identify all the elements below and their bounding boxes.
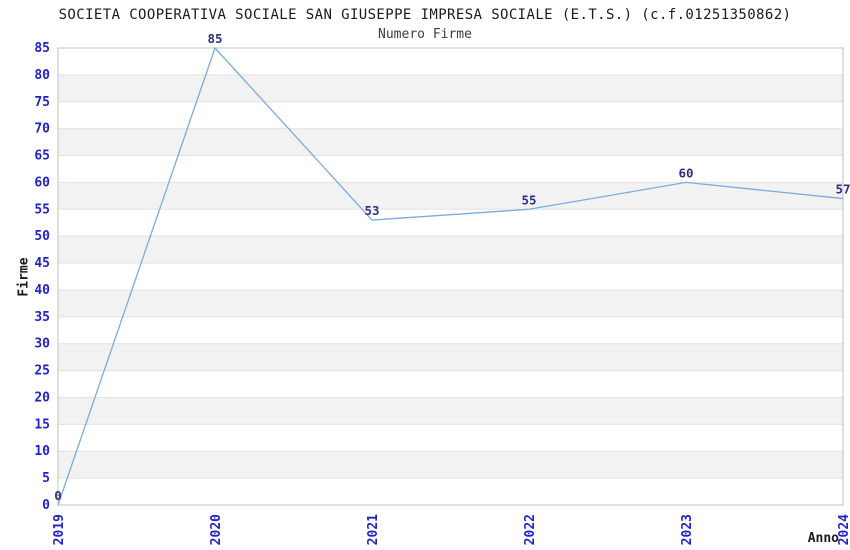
y-tick-label: 80 [34, 68, 50, 83]
x-axis-title: Anno [807, 531, 839, 546]
y-tick-label: 0 [42, 498, 50, 513]
data-label: 85 [207, 31, 222, 46]
plot-band [58, 397, 843, 425]
y-tick-label: 25 [34, 364, 50, 379]
y-tick-label: 15 [34, 417, 50, 432]
plot-band [58, 236, 843, 264]
y-tick-label: 70 [34, 122, 50, 137]
y-tick-label: 35 [34, 310, 50, 325]
y-tick-label: 5 [42, 471, 50, 486]
plot-band [58, 182, 843, 210]
x-tick-label: 2021 [366, 514, 381, 545]
y-tick-label: 85 [34, 41, 50, 56]
x-tick-label: 2022 [523, 514, 538, 545]
data-label: 60 [678, 165, 693, 180]
plot-band [58, 343, 843, 371]
plot-border [57, 47, 844, 506]
data-label: 55 [521, 192, 536, 207]
y-tick-label: 60 [34, 175, 50, 190]
y-tick-label: 30 [34, 337, 50, 352]
y-tick-label: 40 [34, 283, 50, 298]
chart-title: SOCIETA COOPERATIVA SOCIALE SAN GIUSEPPE… [58, 7, 792, 23]
data-label: 0 [54, 488, 62, 503]
plot-band [58, 289, 843, 317]
data-label: 57 [835, 182, 850, 197]
plot-band [58, 128, 843, 156]
y-tick-label: 55 [34, 202, 50, 217]
x-tick-label: 2019 [52, 514, 67, 545]
x-tick-label: 2020 [209, 514, 224, 545]
y-tick-label: 75 [34, 95, 50, 110]
y-tick-label: 65 [34, 149, 50, 164]
plot-band [58, 451, 843, 479]
chart-subtitle: Numero Firme [378, 27, 472, 42]
y-tick-label: 10 [34, 444, 50, 459]
plot-band [58, 74, 843, 102]
y-tick-label: 20 [34, 390, 50, 405]
data-label: 53 [364, 203, 379, 218]
series-line [57, 47, 844, 506]
y-tick-label: 50 [34, 229, 50, 244]
x-tick-label: 2024 [837, 514, 850, 545]
y-tick-label: 45 [34, 256, 50, 271]
x-tick-label: 2023 [680, 514, 695, 545]
